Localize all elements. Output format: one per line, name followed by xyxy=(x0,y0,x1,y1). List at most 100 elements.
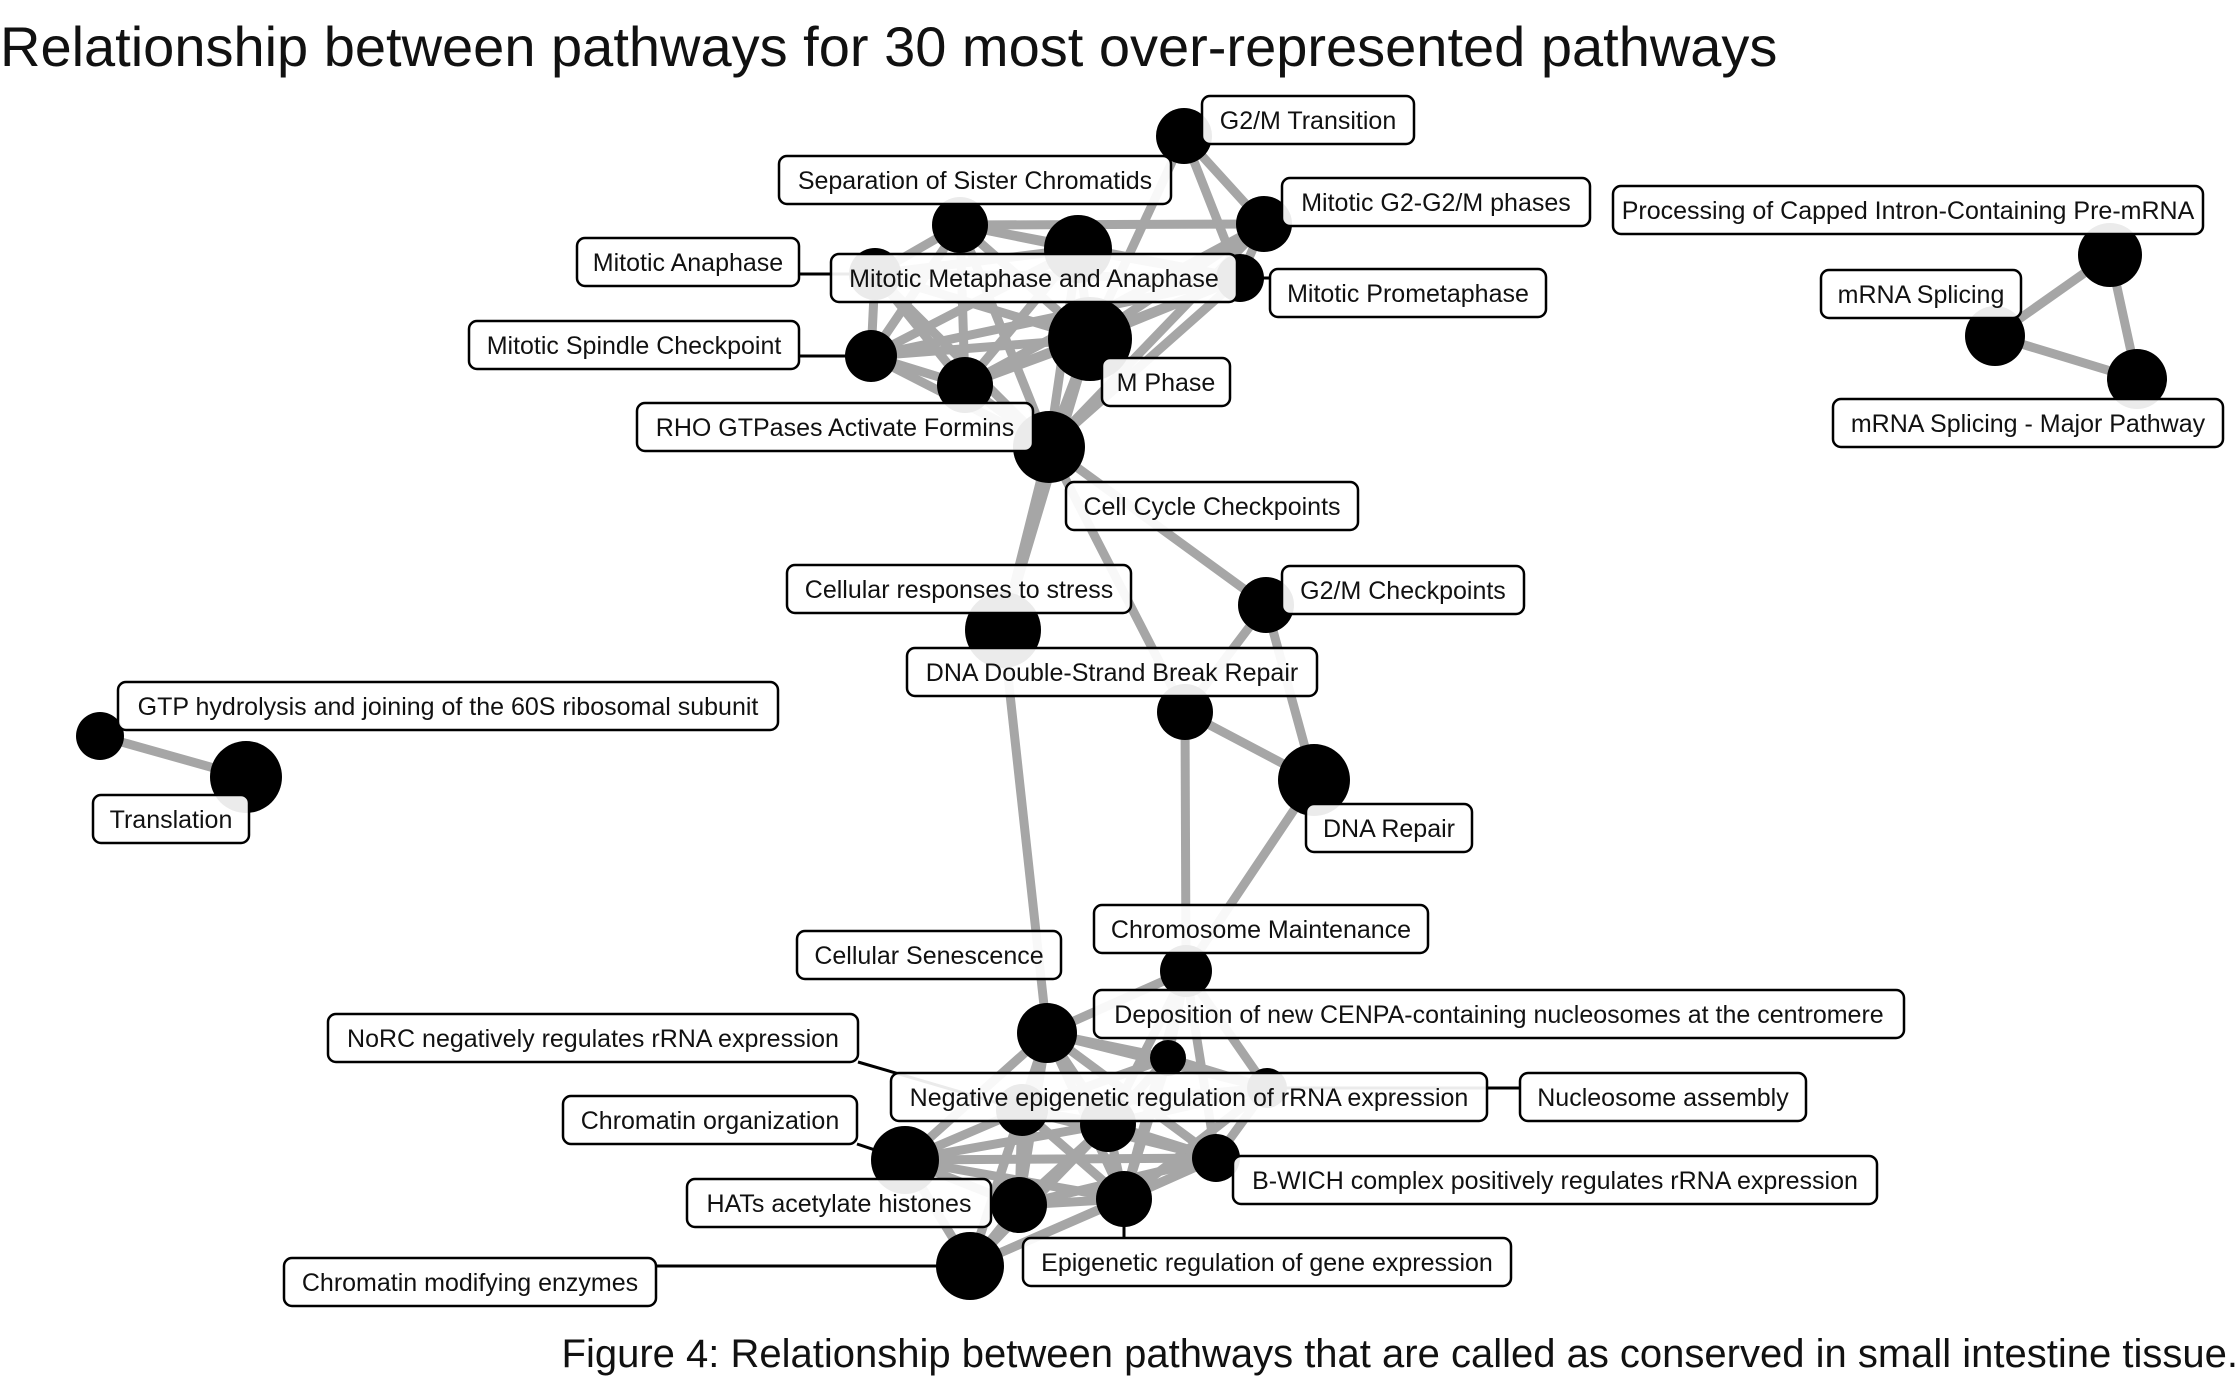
label-box xyxy=(1831,397,2225,449)
node-sep-sister xyxy=(932,197,988,253)
label-box xyxy=(116,680,780,732)
label-translation: Translation xyxy=(91,793,251,845)
label-box xyxy=(635,401,1035,453)
label-processing-capped: Processing of Capped Intron-Containing P… xyxy=(1611,184,2205,236)
node-dna-dsb xyxy=(1157,684,1213,740)
label-mitotic-metaphase: Mitotic Metaphase and Anaphase xyxy=(829,252,1239,304)
label-text: Nucleosome assembly xyxy=(1537,1084,1789,1112)
label-box xyxy=(1304,802,1474,854)
label-box xyxy=(1021,1236,1513,1288)
label-rho-formins: RHO GTPases Activate Formins xyxy=(635,401,1035,453)
label-cellular-stress: Cellular responses to stress xyxy=(785,563,1133,615)
label-text: Epigenetic regulation of gene expression xyxy=(1041,1249,1493,1277)
label-gtp-hydrolysis: GTP hydrolysis and joining of the 60S ri… xyxy=(116,680,780,732)
label-mitotic-spindle: Mitotic Spindle Checkpoint xyxy=(467,319,801,371)
label-m-phase: M Phase xyxy=(1100,356,1232,408)
label-box xyxy=(1092,903,1430,955)
edge-chromatin_org-b_wich xyxy=(900,1153,1221,1165)
edge-neg_epigenetic-chromatin_org xyxy=(900,1119,1113,1165)
label-text: M Phase xyxy=(1117,369,1216,397)
label-box xyxy=(575,236,801,288)
label-mrna-splicing: mRNA Splicing xyxy=(1819,268,2023,320)
label-text: G2/M Transition xyxy=(1220,107,1396,135)
node-processing-capped xyxy=(2078,223,2142,287)
label-box xyxy=(795,929,1063,981)
label-chromatin-enzymes: Chromatin modifying enzymes xyxy=(282,1256,658,1308)
label-chromosome-maint: Chromosome Maintenance xyxy=(1092,903,1430,955)
node-g2m-transition xyxy=(1156,108,1212,164)
label-box xyxy=(1268,267,1548,319)
label-box xyxy=(1611,184,2205,236)
label-box xyxy=(1100,356,1232,408)
label-text: Deposition of new CENPA-containing nucle… xyxy=(1114,1001,1883,1029)
label-box xyxy=(785,563,1133,615)
label-box xyxy=(1231,1154,1879,1206)
label-box xyxy=(1280,176,1592,228)
node-rho-formins xyxy=(937,357,993,413)
label-text: Cellular responses to stress xyxy=(805,576,1113,604)
label-text: Cell Cycle Checkpoints xyxy=(1083,493,1340,521)
node-g2m-checkpoints xyxy=(1238,577,1294,633)
label-b-wich: B-WICH complex positively regulates rRNA… xyxy=(1231,1154,1879,1206)
label-box xyxy=(1280,564,1526,616)
label-text: Mitotic Metaphase and Anaphase xyxy=(849,265,1219,293)
label-box xyxy=(905,646,1319,698)
labels-layer: G2/M Transition Separation of Sister Chro… xyxy=(91,94,2225,1308)
label-text: DNA Repair xyxy=(1323,815,1455,843)
label-text: Processing of Capped Intron-Containing P… xyxy=(1622,197,2195,225)
label-mrna-major: mRNA Splicing - Major Pathway xyxy=(1831,397,2225,449)
label-cenpa: Deposition of new CENPA-containing nucle… xyxy=(1092,988,1906,1040)
edge-b_wich-chromatin_enzymes xyxy=(965,1153,1221,1271)
label-text: RHO GTPases Activate Formins xyxy=(656,414,1014,442)
label-text: B-WICH complex positively regulates rRNA… xyxy=(1252,1167,1858,1195)
label-sep-sister: Separation of Sister Chromatids xyxy=(777,154,1173,206)
leader-chromatin-org xyxy=(856,1142,906,1162)
label-text: Chromosome Maintenance xyxy=(1111,916,1411,944)
label-box xyxy=(829,252,1239,304)
node-b-wich xyxy=(1192,1134,1240,1182)
node-gtp-hydrolysis xyxy=(76,712,124,760)
label-epigenetic-gene: Epigenetic regulation of gene expression xyxy=(1021,1236,1513,1288)
node-cenpa xyxy=(1150,1040,1186,1076)
label-mitotic-prometaphase: Mitotic Prometaphase xyxy=(1268,267,1548,319)
label-text: DNA Double-Strand Break Repair xyxy=(926,659,1298,687)
label-text: NoRC negatively regulates rRNA expressio… xyxy=(347,1025,839,1053)
label-box xyxy=(1064,480,1360,532)
label-text: Chromatin organization xyxy=(581,1107,839,1135)
label-text: Mitotic Spindle Checkpoint xyxy=(487,332,782,360)
label-box xyxy=(777,154,1173,206)
node-cellular-senescence xyxy=(1017,1003,1077,1063)
label-box xyxy=(1200,94,1416,146)
figure-caption: Figure 4: Relationship between pathways … xyxy=(561,1332,2238,1376)
label-dna-repair: DNA Repair xyxy=(1304,802,1474,854)
label-text: G2/M Checkpoints xyxy=(1300,577,1506,605)
node-mitotic-g2 xyxy=(1236,196,1292,252)
label-mitotic-anaphase: Mitotic Anaphase xyxy=(575,236,801,288)
node-mrna-splicing xyxy=(1965,306,2025,366)
label-box xyxy=(889,1071,1489,1123)
label-text: GTP hydrolysis and joining of the 60S ri… xyxy=(138,693,759,721)
label-text: Cellular Senescence xyxy=(814,942,1043,970)
label-g2m-transition: G2/M Transition xyxy=(1200,94,1416,146)
label-cell-cycle-cp: Cell Cycle Checkpoints xyxy=(1064,480,1360,532)
label-text: Mitotic G2-G2/M phases xyxy=(1301,189,1571,217)
label-g2m-checkpoints: G2/M Checkpoints xyxy=(1280,564,1526,616)
node-hats xyxy=(991,1177,1047,1233)
label-box xyxy=(91,793,251,845)
label-box xyxy=(1092,988,1906,1040)
label-nucleosome-assembly: Nucleosome assembly xyxy=(1518,1071,1808,1123)
label-mitotic-g2: Mitotic G2-G2/M phases xyxy=(1280,176,1592,228)
label-box xyxy=(561,1094,859,1146)
label-cellular-senescence: Cellular Senescence xyxy=(795,929,1063,981)
label-text: mRNA Splicing - Major Pathway xyxy=(1851,410,2206,438)
node-mrna-major xyxy=(2107,349,2167,409)
label-text: Mitotic Prometaphase xyxy=(1287,280,1529,308)
label-box xyxy=(685,1177,993,1229)
label-text: Separation of Sister Chromatids xyxy=(798,167,1152,195)
label-box xyxy=(1518,1071,1808,1123)
label-hats: HATs acetylate histones xyxy=(685,1177,993,1229)
label-box xyxy=(1819,268,2023,320)
label-text: Chromatin modifying enzymes xyxy=(302,1269,638,1297)
label-norc: NoRC negatively regulates rRNA expressio… xyxy=(326,1012,860,1064)
